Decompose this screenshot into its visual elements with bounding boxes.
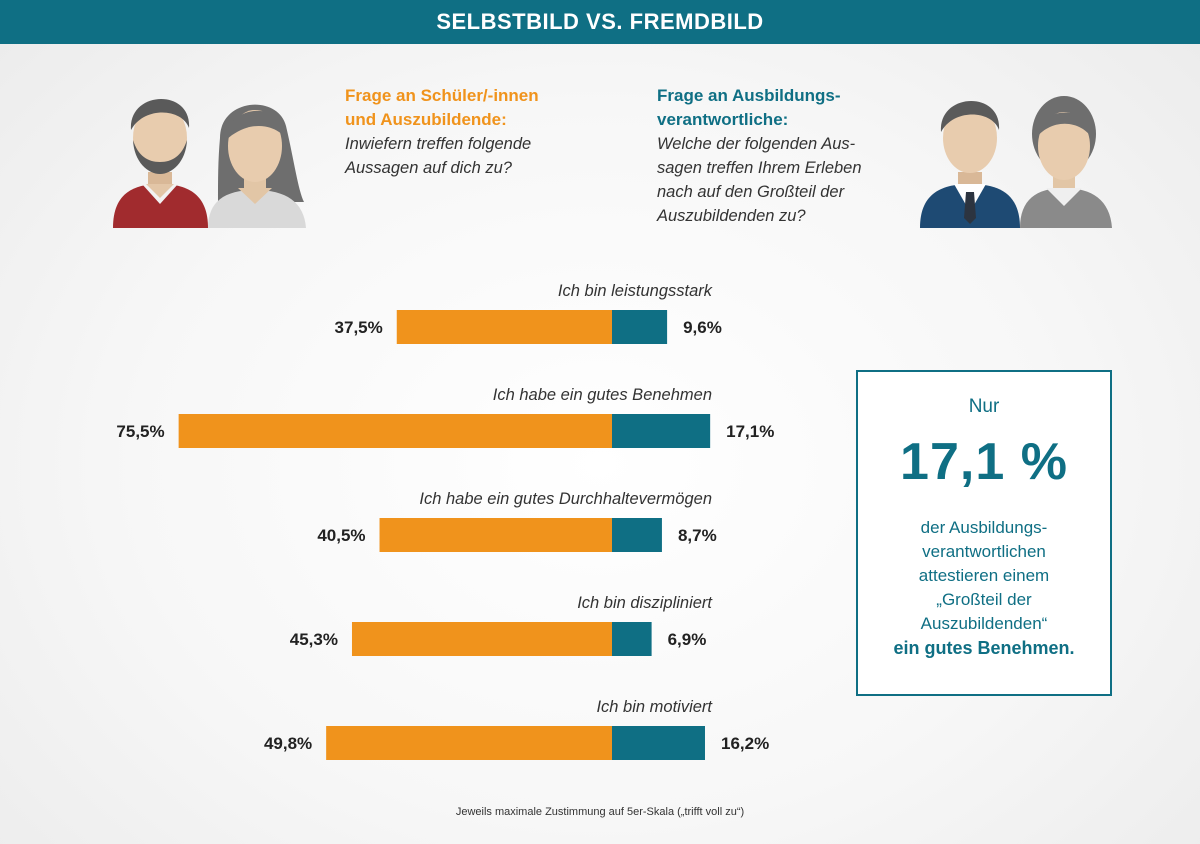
question-trainers-text-line: nach auf den Großteil der bbox=[657, 183, 845, 201]
page-title: SELBSTBILD VS. FREMDBILD bbox=[0, 0, 1200, 44]
question-students-text: Inwiefern treffen folgende Aussagen auf … bbox=[345, 132, 605, 180]
value-label-schueler: 45,3% bbox=[290, 630, 338, 649]
question-trainers-text-line: Welche der folgenden Aus- bbox=[657, 135, 856, 153]
value-label-schueler: 75,5% bbox=[116, 422, 164, 441]
bar-schueler bbox=[178, 414, 612, 448]
bar-schueler bbox=[396, 310, 612, 344]
category-label: Ich bin motiviert bbox=[596, 698, 713, 716]
question-trainers-title-line: verantwortliche: bbox=[657, 110, 789, 129]
bar-ausbildung bbox=[612, 622, 652, 656]
question-trainers: Frage an Ausbildungs- verantwortliche: W… bbox=[657, 84, 917, 228]
callout-text-line: verantwortlichen bbox=[922, 542, 1046, 561]
category-label: Ich bin leistungsstark bbox=[558, 282, 713, 300]
category-label: Ich bin diszipliniert bbox=[577, 594, 713, 612]
callout-bold-line: ein gutes Benehmen. bbox=[893, 638, 1075, 658]
bar-ausbildung bbox=[612, 310, 668, 344]
callout-value: 17,1 % bbox=[900, 433, 1068, 491]
callout-text-line: Auszubildenden“ bbox=[920, 614, 1048, 633]
value-label-ausbildung: 6,9% bbox=[668, 630, 707, 649]
value-label-schueler: 49,8% bbox=[264, 734, 312, 753]
callout-text-line: der Ausbildungs- bbox=[920, 518, 1048, 537]
value-label-ausbildung: 9,6% bbox=[683, 318, 722, 337]
category-label: Ich habe ein gutes Durchhaltevermögen bbox=[419, 490, 712, 508]
question-trainers-title: Frage an Ausbildungs- verantwortliche: bbox=[657, 84, 917, 132]
callout-text: der Ausbildungs- verantwortlichen attest… bbox=[858, 516, 1110, 660]
value-label-schueler: 37,5% bbox=[335, 318, 383, 337]
bar-ausbildung bbox=[612, 414, 711, 448]
value-label-ausbildung: 8,7% bbox=[678, 526, 717, 545]
bar-schueler bbox=[326, 726, 612, 760]
question-students-text-line: Aussagen auf dich zu? bbox=[345, 159, 512, 177]
question-trainers-text-line: Auszubildenden zu? bbox=[657, 207, 806, 225]
highlight-callout: Nur 17,1 % der Ausbildungs- verantwortli… bbox=[856, 370, 1112, 696]
bar-ausbildung bbox=[612, 518, 662, 552]
question-trainers-text: Welche der folgenden Aus- sagen treffen … bbox=[657, 132, 917, 228]
question-students-title-line: Frage an Schüler/-innen bbox=[345, 86, 539, 105]
comparison-bar-chart: Ich bin leistungsstark 37,5% 9,6% Ich habe … bbox=[116, 282, 774, 760]
bar-schueler bbox=[379, 518, 612, 552]
question-trainers-title-line: Frage an Ausbildungs- bbox=[657, 86, 841, 105]
value-label-ausbildung: 16,2% bbox=[721, 734, 769, 753]
value-label-schueler: 40,5% bbox=[317, 526, 365, 545]
question-students: Frage an Schüler/-innen und Auszubildend… bbox=[345, 84, 605, 180]
question-students-title-line: und Auszubildende: bbox=[345, 110, 507, 129]
callout-text-line: „Großteil der bbox=[936, 590, 1032, 609]
question-students-title: Frage an Schüler/-innen und Auszubildend… bbox=[345, 84, 605, 132]
callout-text-line: attestieren einem bbox=[918, 566, 1050, 585]
callout-intro: Nur bbox=[968, 396, 1000, 417]
trainer-people-icon bbox=[920, 96, 1112, 228]
question-trainers-text-line: sagen treffen Ihrem Erleben bbox=[657, 159, 862, 177]
category-label: Ich habe ein gutes Benehmen bbox=[493, 386, 712, 404]
bar-ausbildung bbox=[612, 726, 705, 760]
value-label-ausbildung: 17,1% bbox=[726, 422, 774, 441]
bar-schueler bbox=[351, 622, 612, 656]
question-students-text-line: Inwiefern treffen folgende bbox=[345, 135, 532, 153]
student-people-icon bbox=[113, 98, 306, 228]
footnote: Jeweils maximale Zustimmung auf 5er-Skal… bbox=[455, 806, 745, 818]
